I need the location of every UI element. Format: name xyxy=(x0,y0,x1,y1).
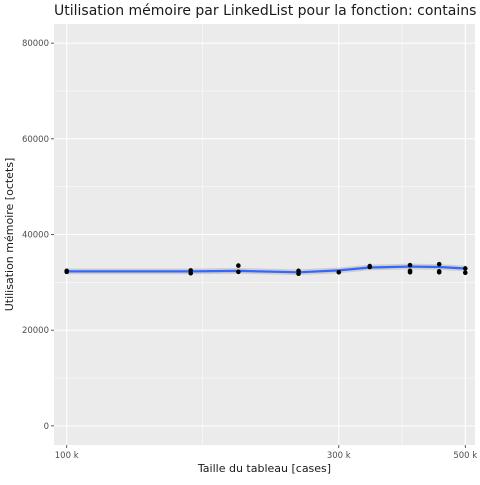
data-point xyxy=(407,262,413,268)
data-point xyxy=(236,263,241,268)
data-point xyxy=(462,266,468,271)
y-tick-label: 0 xyxy=(44,422,49,432)
grid-major xyxy=(54,24,475,445)
y-tick-label: 80000 xyxy=(22,39,49,49)
y-axis-title: Utilisation mémoire [octets] xyxy=(3,158,16,312)
x-axis-title: Taille du tableau [cases] xyxy=(197,462,331,475)
data-point xyxy=(462,270,468,276)
data-point xyxy=(236,269,241,275)
y-tick-label: 20000 xyxy=(22,326,49,336)
points-layer xyxy=(64,261,468,277)
data-point xyxy=(436,269,442,275)
x-tick-label: 100 k xyxy=(55,451,79,461)
data-point xyxy=(64,269,70,275)
chart-title: Utilisation mémoire par LinkedList pour … xyxy=(54,3,476,19)
x-tick-label: 500 k xyxy=(453,451,477,461)
data-point xyxy=(367,264,373,270)
data-point xyxy=(188,270,194,276)
data-point xyxy=(407,269,413,275)
data-point xyxy=(296,271,301,277)
x-axis: 100 k 300 k 500 k xyxy=(55,445,477,461)
y-tick-label: 40000 xyxy=(22,231,49,241)
y-tick-label: 60000 xyxy=(22,135,49,145)
data-point xyxy=(336,269,342,275)
x-tick-label: 300 k xyxy=(327,451,351,461)
data-point xyxy=(436,261,442,267)
y-axis: 0 20000 40000 60000 80000 xyxy=(22,39,54,432)
